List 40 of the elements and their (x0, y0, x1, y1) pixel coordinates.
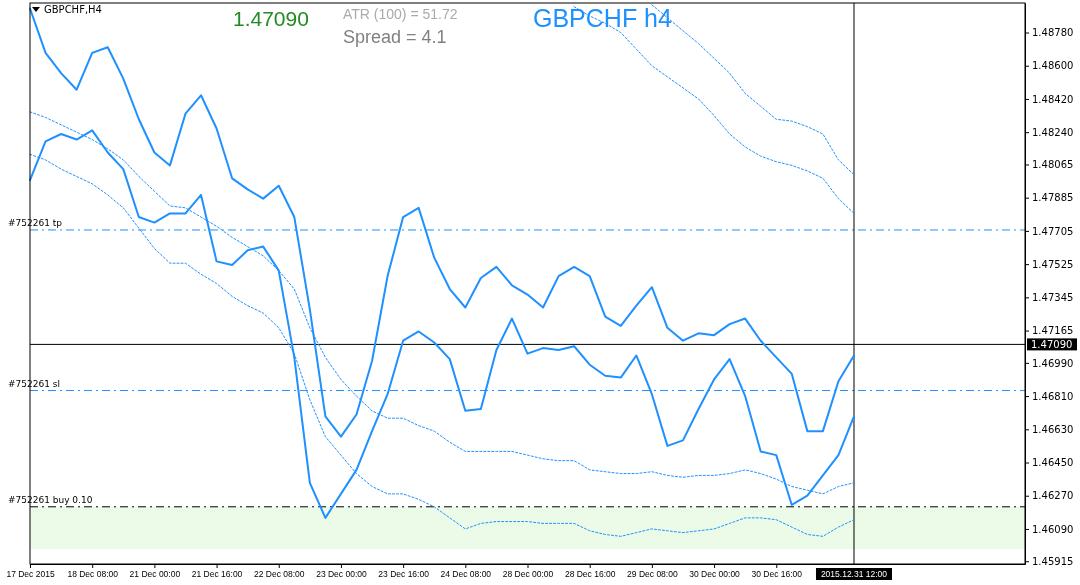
x-tick-label: 23 Dec 16:00 (378, 569, 430, 580)
y-tick-label: 1.45915 (1032, 555, 1074, 567)
y-tick-label: 1.46090 (1032, 523, 1074, 535)
y-tick-label: 1.46450 (1032, 457, 1074, 469)
x-tick-label: 28 Dec 00:00 (502, 569, 554, 580)
y-tick-label: 1.47885 (1032, 192, 1074, 204)
y-tick-label: 1.46270 (1032, 490, 1074, 502)
y-tick-label: 1.48420 (1032, 93, 1074, 105)
y-tick-label: 1.46990 (1032, 357, 1074, 369)
y-tick-label: 1.46810 (1032, 390, 1074, 402)
y-tick-label: 1.48065 (1032, 159, 1074, 171)
y-tick-label: 1.48240 (1032, 126, 1074, 138)
y-tick-label: 1.48600 (1032, 60, 1074, 72)
y-tick-label: 1.46630 (1032, 423, 1074, 435)
ref-line-label: #752261 sl (8, 378, 60, 389)
y-tick-label: 1.47525 (1032, 258, 1074, 270)
x-tick-label: 30 Dec 00:00 (689, 569, 741, 580)
ref-line-label: 1.47090 (1031, 339, 1073, 351)
x-tick-label: 30 Dec 16:00 (751, 569, 803, 580)
ref-line-label: #752261 buy 0.10 (8, 494, 93, 505)
annotation: 1.47090 (233, 7, 309, 30)
y-tick-label: 1.47345 (1032, 292, 1074, 304)
ref-line-label: #752261 tp (8, 217, 63, 228)
y-tick-label: 1.47165 (1032, 325, 1074, 337)
x-tick-label: 23 Dec 00:00 (316, 569, 367, 580)
x-tick-label: 17 Dec 2015 (6, 569, 55, 580)
x-tick-label: 18 Dec 08:00 (67, 569, 119, 580)
annotation: Spread = 4.1 (343, 27, 447, 47)
x-tick-label: 28 Dec 16:00 (564, 569, 616, 580)
x-tick-label: 21 Dec 00:00 (129, 569, 181, 580)
x-tick-label: 2015.12.31 12:00 (820, 569, 888, 579)
x-tick-label: 24 Dec 08:00 (440, 569, 492, 580)
x-tick-label: 21 Dec 16:00 (191, 569, 243, 580)
chart-title: GBPCHF,H4 (44, 4, 102, 15)
x-tick-label: 29 Dec 08:00 (627, 569, 678, 580)
annotation: ATR (100) = 51.72 (343, 6, 458, 22)
chart-subtitle: GBPCHF h4 (533, 4, 673, 32)
x-tick-label: 22 Dec 08:00 (253, 569, 305, 580)
y-tick-label: 1.47705 (1032, 225, 1074, 237)
y-tick-label: 1.48780 (1032, 27, 1074, 39)
